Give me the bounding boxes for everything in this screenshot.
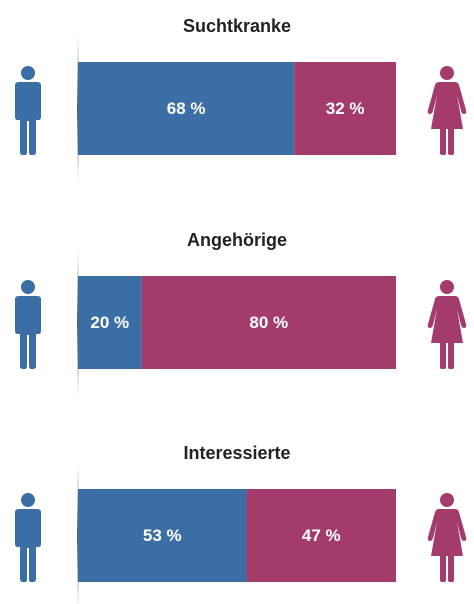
male-icon: [15, 493, 41, 582]
bar-segment: [78, 276, 142, 369]
male-icon: [15, 280, 41, 369]
bar-segment: [294, 62, 396, 155]
female-icon: [427, 280, 467, 369]
value-label: 20 %: [90, 313, 129, 332]
value-label: 80 %: [249, 313, 288, 332]
female-icon: [427, 493, 467, 582]
male-icon: [15, 66, 41, 155]
chart-title: Interessierte: [183, 443, 290, 463]
female-icon: [427, 66, 467, 155]
bar-segment: [78, 62, 295, 155]
bar-segment: [78, 489, 247, 582]
value-label: 53 %: [143, 526, 182, 545]
bar-segment: [246, 489, 396, 582]
chart-title: Suchtkranke: [183, 16, 291, 36]
chart-title: Angehörige: [187, 230, 287, 250]
value-label: 47 %: [302, 526, 341, 545]
value-label: 68 %: [167, 99, 206, 118]
value-label: 32 %: [326, 99, 365, 118]
bar-segment: [141, 276, 396, 369]
